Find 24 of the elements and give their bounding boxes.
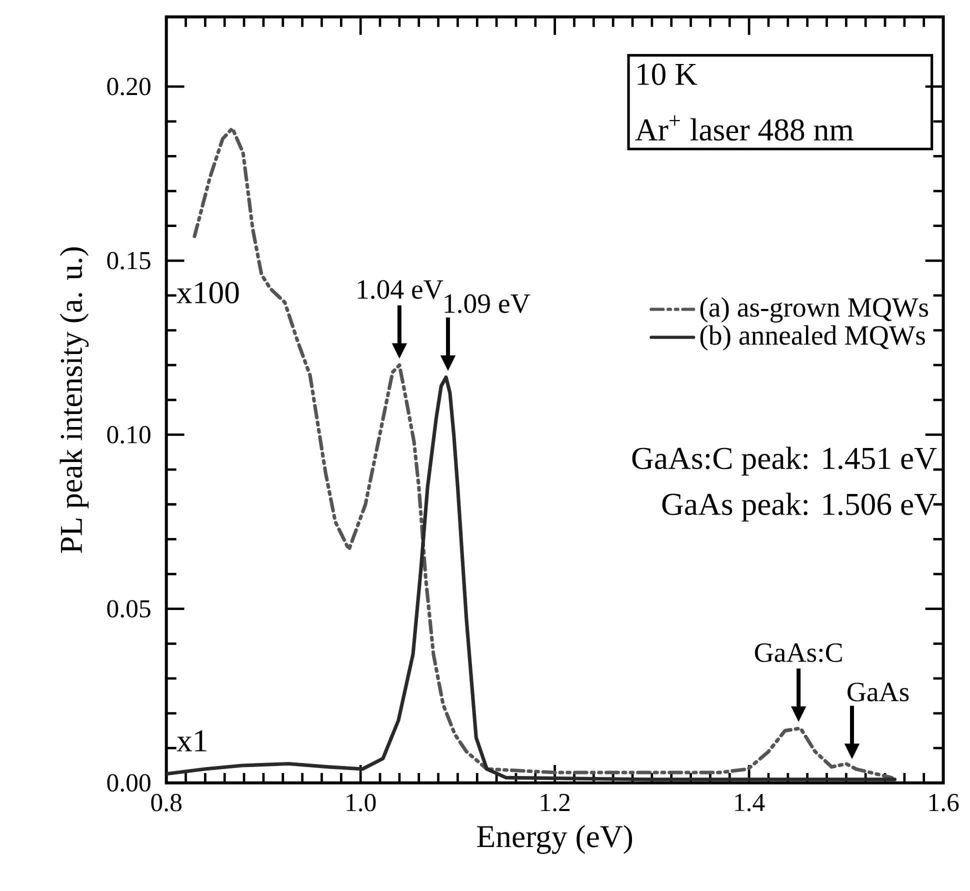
x-tick-label: 1.6 <box>929 794 959 812</box>
annotation: x1 <box>176 730 206 752</box>
annotation: 1.04 eV <box>358 280 444 300</box>
annotation: Ar$^{+}$ laser 488 nm <box>635 116 854 141</box>
annotation: x100 <box>176 282 239 304</box>
x-tick-label: 1.2 <box>540 794 570 812</box>
annotation: GaAs <box>848 682 909 702</box>
x-tick-label: 0.8 <box>151 794 182 812</box>
y-tick-label: 0.00 <box>107 774 150 792</box>
legend-label: (b) annealed MQWs <box>700 326 925 351</box>
annotation: 10 K <box>638 64 698 86</box>
legend-label: (a) as-grown MQWs <box>700 298 928 323</box>
x-tick-label: 1.4 <box>735 794 765 812</box>
annotation: GaAs:C <box>754 644 842 662</box>
y-tick-label: 0.15 <box>107 252 150 270</box>
y-tick-label: 0.20 <box>107 78 150 96</box>
y-axis-title: PL peak intensity (a. u.) <box>60 248 89 554</box>
x-tick-label: 1.0 <box>346 794 376 812</box>
y-tick-label: 0.10 <box>107 426 150 444</box>
x-axis-title: Energy (eV) <box>477 825 632 854</box>
annotation: 1.09 eV <box>444 294 530 314</box>
y-tick-label: 0.05 <box>107 600 150 618</box>
annotation: GaAs:C peak: 1.451 eV <box>632 447 937 476</box>
annotation: GaAs peak: 1.506 eV <box>662 493 937 522</box>
